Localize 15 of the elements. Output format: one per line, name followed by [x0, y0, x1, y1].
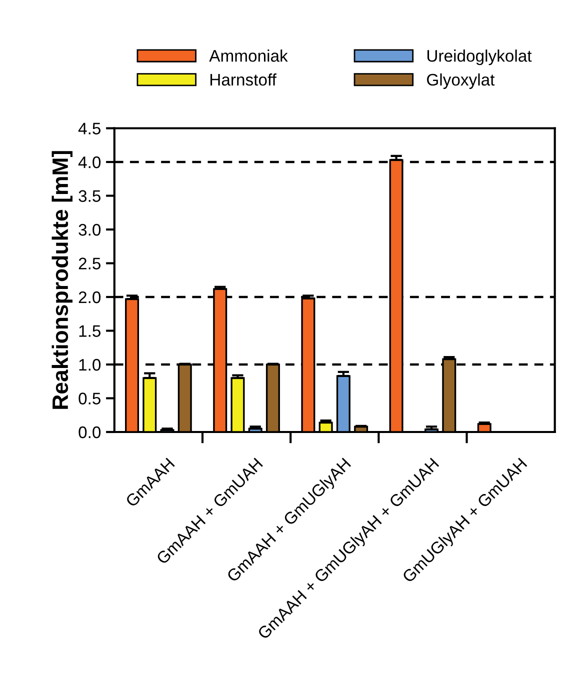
y-axis-title: Reaktionsprodukte [mM] — [52, 151, 72, 409]
y-tick-label: 3.5 — [78, 190, 101, 202]
y-tick-label: 3.0 — [78, 224, 101, 236]
legend-label: Ammoniak — [209, 50, 288, 62]
y-tick-label: 4.0 — [78, 156, 101, 168]
y-tick-label: 0.0 — [78, 426, 101, 438]
y-tick-label: 1.0 — [79, 358, 101, 371]
y-tick-label: 2.0 — [78, 291, 101, 304]
y-tick-label: 1.5 — [79, 325, 101, 337]
legend-label: Harnstoff — [210, 73, 276, 86]
y-tick-label: 2.5 — [78, 258, 101, 270]
y-tick-label: 0.5 — [78, 392, 101, 404]
y-tick-label: 4.5 — [78, 122, 101, 134]
legend-label: Glyoxylat — [427, 73, 495, 89]
legend-label: Ureidoglykolat — [427, 50, 532, 66]
